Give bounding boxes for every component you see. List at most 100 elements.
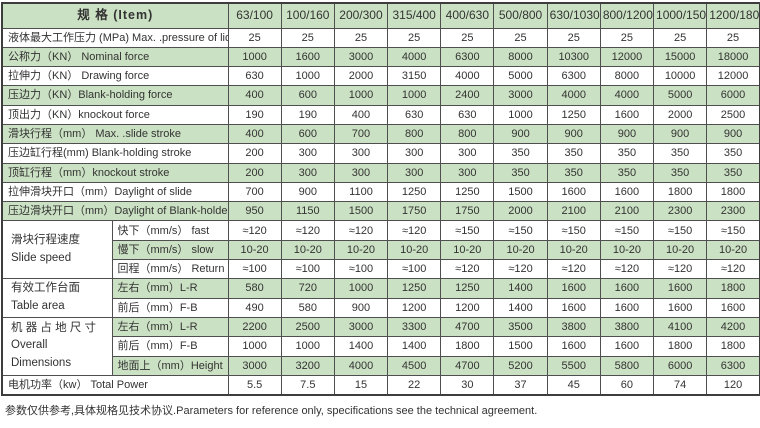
column-header-model: 315/400 (387, 2, 442, 29)
spec-value-cell: ≈120 (227, 220, 282, 241)
spec-value-cell: 1800 (653, 336, 708, 357)
spec-value-cell: 1500 (333, 201, 389, 222)
spec-value-cell: 1150 (280, 201, 335, 222)
group-label-line: Table area (11, 300, 65, 313)
table-row: 前后（mm）F-B 1000 1000 1400 1400 1800 1500 1600 160… (2, 336, 760, 357)
spec-value-cell: 300 (387, 143, 442, 164)
spec-value-cell: 3000 (333, 316, 389, 338)
spec-value-cell: 12000 (706, 66, 760, 87)
spec-value-cell: 1200 (440, 297, 495, 318)
table-row: 公称力（KN） Nominal force 1000 1600 3000 4000 630… (1, 46, 760, 68)
spec-value-cell: 900 (546, 123, 601, 145)
spec-value-cell: 1000 (387, 85, 442, 106)
spec-value-cell: 190 (280, 104, 335, 125)
table-row: 有效工作台面 Table area 左右（mm）L-R 580 720 1000 1250 1… (1, 278, 760, 318)
spec-value-cell: ≈100 (387, 259, 442, 280)
table-row: 地面上（mm）Height 3000 3200 4000 4500 4700 5200 550… (2, 355, 760, 376)
spec-value-cell: ≈100 (227, 259, 282, 280)
spec-value-cell: 25 (280, 27, 335, 48)
spec-value-cell: 3800 (546, 316, 601, 338)
spec-value-cell: 300 (440, 143, 495, 164)
table-row: 滑块行程（mm） Max. .slide stroke 400 600 700 800 8… (1, 123, 760, 145)
spec-value-cell: ≈120 (599, 259, 655, 280)
spec-value-cell: 1500 (493, 181, 548, 203)
spec-value-cell: 4000 (333, 355, 389, 376)
row-label: 压边滑块开口（mm）Daylight of Blank-holder (1, 201, 229, 222)
spec-value-cell: 900 (333, 297, 389, 318)
spec-value-cell: 10000 (653, 66, 708, 87)
table-head: 规 格 (Item) 63/100 100/160 200/300 315/400 400… (1, 2, 760, 29)
spec-value-cell: 15000 (653, 46, 708, 68)
spec-value-cell: 6300 (440, 46, 495, 68)
spec-value-cell: 1400 (333, 336, 389, 357)
spec-value-cell: 950 (227, 201, 282, 222)
spec-value-cell: 25 (440, 27, 495, 48)
spec-value-cell: 2300 (706, 201, 760, 222)
spec-value-cell: 300 (280, 143, 335, 164)
spec-value-cell: 350 (599, 143, 655, 164)
spec-value-cell: 350 (493, 162, 548, 183)
spec-value-cell: 2000 (333, 66, 389, 87)
spec-table: 规 格 (Item) 63/100 100/160 200/300 315/400 400… (1, 2, 760, 396)
spec-value-cell: 10-20 (599, 239, 655, 261)
spec-value-cell: 25 (333, 27, 389, 48)
spec-value-cell: 400 (333, 104, 389, 125)
spec-value-cell: 350 (706, 162, 760, 183)
spec-value-cell: 25 (227, 27, 282, 48)
spec-value-cell: 1600 (599, 297, 655, 318)
spec-value-cell: 800 (440, 123, 495, 145)
row-label: 压边缸行程(mm) Blank-holding stroke (1, 143, 229, 164)
spec-value-cell: 10-20 (493, 239, 548, 261)
spec-value-cell: 4000 (440, 66, 495, 87)
spec-value-cell: 10-20 (440, 239, 495, 261)
spec-value-cell: 350 (493, 143, 548, 164)
spec-value-cell: 490 (227, 297, 282, 318)
spec-value-cell: 350 (706, 143, 760, 164)
spec-value-cell: ≈150 (653, 220, 708, 241)
spec-value-cell: ≈120 (546, 259, 601, 280)
spec-value-cell: 25 (546, 27, 601, 48)
column-header-model: 200/300 (333, 2, 389, 29)
spec-value-cell: 300 (333, 162, 389, 183)
spec-value-cell: 1250 (546, 104, 601, 125)
spec-value-cell: 630 (440, 104, 495, 125)
table-row: 液体最大工作压力 (MPa) Max. .pressure of liquid 2… (1, 27, 760, 48)
spec-value-cell: 1100 (333, 181, 389, 203)
spec-value-cell: 3300 (387, 316, 442, 338)
row-sublabel: 慢下（mm/s） slow (111, 239, 229, 261)
spec-value-cell: 1250 (440, 181, 495, 203)
group-label-line: Slide speed (11, 251, 72, 264)
row-label: 顶缸行程（mm）knockout stroke (1, 162, 229, 183)
spec-value-cell: 37 (493, 374, 548, 396)
spec-value-cell: 1600 (280, 46, 335, 68)
spec-value-cell: 10-20 (653, 239, 708, 261)
table-row: 拉伸力（KN） Drawing force 630 1000 2000 3150 4000… (1, 66, 760, 87)
spec-value-cell: ≈120 (280, 220, 335, 241)
spec-value-cell: 350 (599, 162, 655, 183)
row-label: 滑块行程（mm） Max. .slide stroke (1, 123, 229, 145)
spec-value-cell: 400 (227, 123, 282, 145)
spec-value-cell: ≈150 (599, 220, 655, 241)
spec-value-cell: 1800 (706, 336, 760, 357)
header-row: 规 格 (Item) 63/100 100/160 200/300 315/400 400… (1, 2, 760, 29)
row-label: 公称力（KN） Nominal force (1, 46, 229, 68)
spec-value-cell: 3800 (599, 316, 655, 338)
spec-value-cell: 200 (227, 162, 282, 183)
group-label-line: Dimensions (11, 357, 72, 370)
table-row: 机 器 占 地 尺 寸 Overall Dimensions 左右（mm）L-R 220… (1, 316, 760, 376)
spec-value-cell: 1250 (387, 181, 442, 203)
spec-value-cell: 4000 (546, 85, 601, 106)
spec-value-cell: 22 (387, 374, 442, 396)
row-sublabel: 前后（mm）F-B (111, 336, 229, 357)
column-header-model: 500/800 (493, 2, 548, 29)
group-label-line: 滑块行程速度 (11, 234, 80, 247)
spec-value-cell: 30 (440, 374, 495, 396)
spec-value-cell: ≈120 (706, 259, 760, 280)
spec-value-cell: 3000 (333, 46, 389, 68)
spec-value-cell: 4000 (387, 46, 442, 68)
spec-value-cell: 2400 (440, 85, 495, 106)
spec-value-cell: 2200 (227, 316, 282, 338)
row-sublabel: 地面上（mm）Height (111, 355, 229, 376)
row-label: 拉伸力（KN） Drawing force (1, 66, 229, 87)
spec-value-cell: 5500 (546, 355, 601, 376)
